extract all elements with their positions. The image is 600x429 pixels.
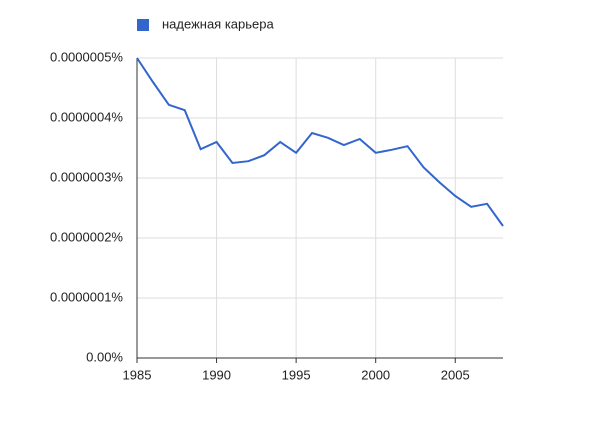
y-tick-label: 0.00% (86, 349, 123, 364)
y-tick-label: 0.0000002% (50, 229, 123, 244)
y-tick-label: 0.0000001% (50, 289, 123, 304)
y-tick-label: 0.0000005% (50, 49, 123, 64)
x-tick-label: 1995 (282, 367, 311, 382)
line-series (136, 57, 504, 227)
y-tick-label: 0.0000003% (50, 169, 123, 184)
x-tick-label: 1985 (123, 367, 152, 382)
x-tick-label: 2000 (361, 367, 390, 382)
x-tick-label: 2005 (441, 367, 470, 382)
x-tick-label: 1990 (202, 367, 231, 382)
y-tick-label: 0.0000004% (50, 109, 123, 124)
legend-label: надежная карьера (162, 16, 275, 31)
legend-swatch (137, 19, 149, 31)
